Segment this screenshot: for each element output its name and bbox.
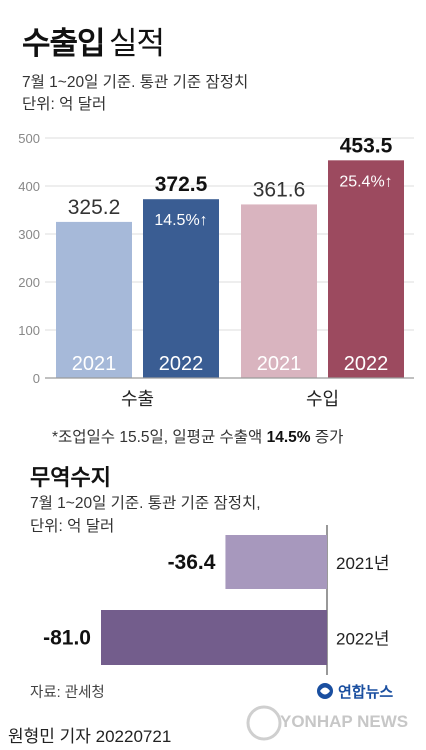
trade-value-label: -36.4 [168, 551, 216, 574]
trade-balance-title: 무역수지 [30, 465, 111, 490]
reporter-credit: 원형민 기자 20220721 [8, 727, 172, 746]
trade-bar-2022년 [101, 610, 327, 665]
subtitle-unit: 단위: 억 달러 [22, 96, 107, 113]
y-tick-label: 400 [18, 179, 40, 194]
logo-name-en: YONHAP NEWS [280, 712, 409, 731]
bar-year-label: 2021 [72, 353, 117, 375]
footnote: *조업일수 15.5일, 일평균 수출액 14.5% 증가 [52, 425, 343, 447]
logo-ring [246, 705, 282, 741]
subtitle-basis: 7월 1~20일 기준. 통관 기준 잠정치 [22, 74, 249, 91]
yonhap-logo: 연합뉴스 YONHAP NEWS [232, 676, 422, 742]
trade-balance-bar-chart: -36.4 2021년 -81.0 2022년 [43, 525, 389, 675]
trade-bar-2021년 [225, 535, 327, 589]
bar-수입-2022 [328, 160, 404, 378]
category-label: 수출 [121, 389, 154, 409]
bar-year-label: 2022 [344, 353, 389, 375]
bar-수출-2021 [56, 221, 132, 378]
y-tick-label: 300 [18, 227, 40, 242]
bar-value-label: 325.2 [68, 196, 121, 219]
bar-value-label: 361.6 [253, 178, 306, 201]
y-tick-label: 500 [18, 131, 40, 146]
title-light: 실적 [109, 26, 165, 61]
growth-label: 14.5%↑ [154, 212, 207, 229]
export-import-bar-chart: 0 100 200 300 400 500 325.2 2021 372.5 14.5%↑ 2022… [18, 131, 414, 409]
y-tick-label: 0 [33, 371, 40, 386]
bar-수입-2021 [241, 204, 317, 378]
category-label: 수입 [306, 389, 339, 409]
y-tick-label: 200 [18, 275, 40, 290]
bar-수출-2022 [143, 199, 219, 378]
trade-subtitle-unit: 단위: 억 달러 [30, 518, 115, 535]
source-text: 자료: 관세청 [30, 685, 105, 701]
y-tick-label: 100 [18, 323, 40, 338]
title-bold: 수출입 [22, 26, 106, 61]
bar-year-label: 2022 [159, 353, 204, 375]
logo-dot-mark [320, 687, 330, 695]
trade-value-label: -81.0 [43, 627, 91, 650]
page-title: 수출입 실적 [22, 18, 165, 63]
logo-name-ko: 연합뉴스 [338, 684, 394, 701]
footnote-highlight: 14.5% [266, 429, 311, 446]
bar-value-label: 453.5 [340, 134, 393, 157]
growth-label: 25.4%↑ [339, 173, 392, 190]
yonhap-logo-mark [246, 683, 333, 741]
footnote-suffix: 증가 [310, 429, 344, 446]
trade-year-label: 2021년 [336, 554, 389, 573]
footnote-prefix: *조업일수 15.5일, 일평균 수출액 [52, 429, 267, 446]
bar-year-label: 2021 [257, 353, 302, 375]
trade-subtitle-basis: 7월 1~20일 기준. 통관 기준 잠정치, [30, 495, 261, 512]
trade-year-label: 2022년 [336, 630, 389, 649]
bar-value-label: 372.5 [155, 173, 208, 196]
